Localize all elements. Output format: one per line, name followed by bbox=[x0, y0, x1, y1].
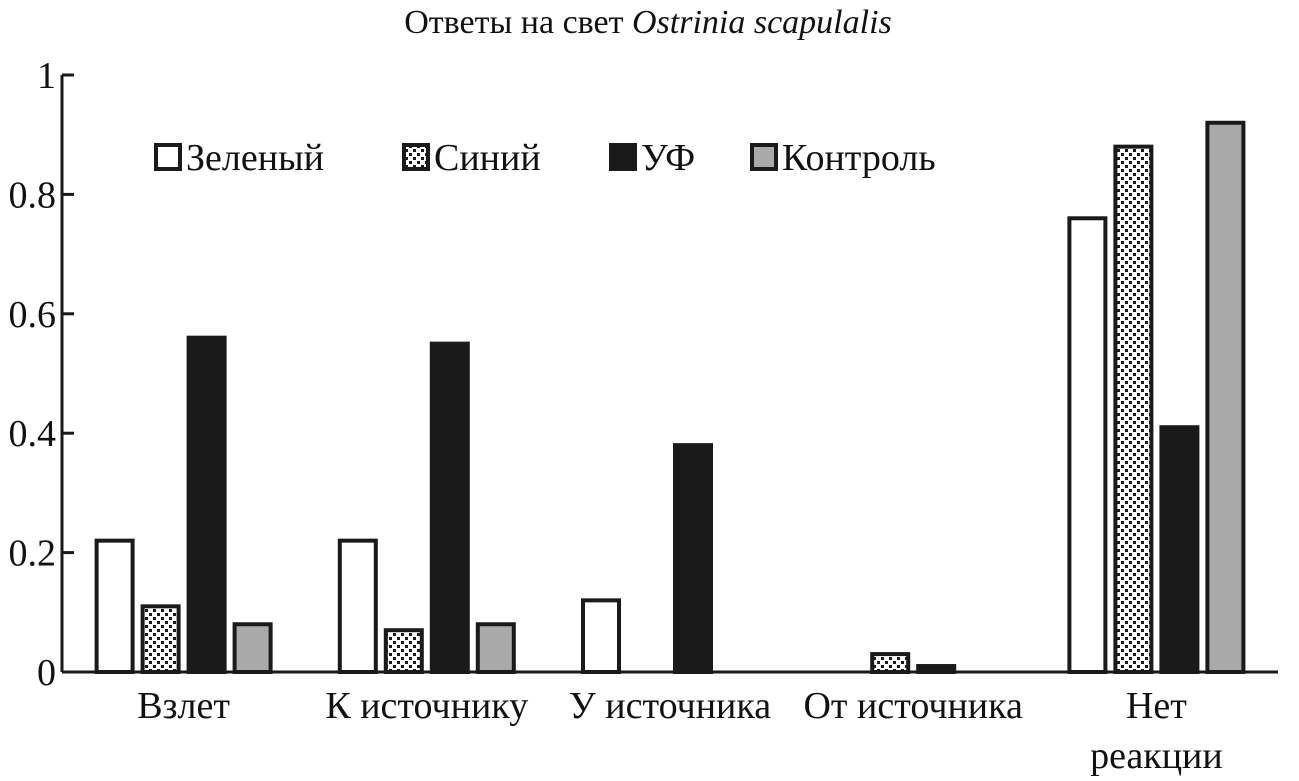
x-tick-label: реакции bbox=[1090, 735, 1223, 777]
legend-label: Синий bbox=[434, 137, 541, 179]
legend-swatch bbox=[750, 143, 778, 171]
legend-label: Зеленый bbox=[186, 137, 324, 179]
bar bbox=[673, 443, 713, 675]
axes: 0 0.2 0.4 0.6 0.8 1 Взлет К источнику У источник… bbox=[9, 55, 1278, 777]
bars bbox=[94, 120, 1246, 675]
bar bbox=[1159, 425, 1200, 675]
bar bbox=[383, 628, 424, 675]
legend-swatch bbox=[154, 143, 182, 171]
bar bbox=[475, 622, 516, 674]
x-tick-label: У источника bbox=[569, 685, 771, 727]
bar bbox=[429, 341, 470, 674]
x-tick-label: К источнику bbox=[325, 685, 528, 727]
bar bbox=[916, 664, 957, 675]
x-tick-label: От источника bbox=[803, 685, 1023, 727]
legend-label: Контроль bbox=[782, 137, 936, 179]
y-tick-label: 0 bbox=[37, 652, 56, 694]
y-tick-label: 0.8 bbox=[9, 174, 57, 216]
x-tick-label: Нет bbox=[1126, 685, 1187, 727]
bar bbox=[1067, 216, 1108, 674]
bar bbox=[232, 622, 273, 674]
chart-title: Ответы на свет Ostrinia scapulalis bbox=[404, 4, 892, 41]
legend-swatch bbox=[609, 143, 637, 171]
chart-title-species: Ostrinia scapulalis bbox=[632, 4, 892, 41]
bar bbox=[1113, 144, 1154, 674]
bar bbox=[337, 538, 378, 674]
legend-label: УФ bbox=[641, 137, 695, 179]
legend-swatch bbox=[402, 143, 430, 171]
y-tick-label: 0.2 bbox=[9, 533, 57, 575]
chart-title-main: Ответы на свет bbox=[404, 4, 623, 41]
y-tick-label: 0.4 bbox=[9, 413, 57, 455]
bar bbox=[140, 604, 181, 675]
legend: Зеленый Синий УФ Контроль bbox=[154, 137, 936, 179]
x-tick-label: Взлет bbox=[137, 685, 230, 727]
bar bbox=[870, 652, 911, 675]
y-tick-label: 1 bbox=[37, 55, 56, 97]
bar bbox=[1205, 120, 1246, 674]
y-tick-label: 0.6 bbox=[9, 294, 57, 336]
bar bbox=[94, 538, 135, 674]
bar bbox=[581, 598, 621, 674]
bar bbox=[186, 335, 227, 674]
